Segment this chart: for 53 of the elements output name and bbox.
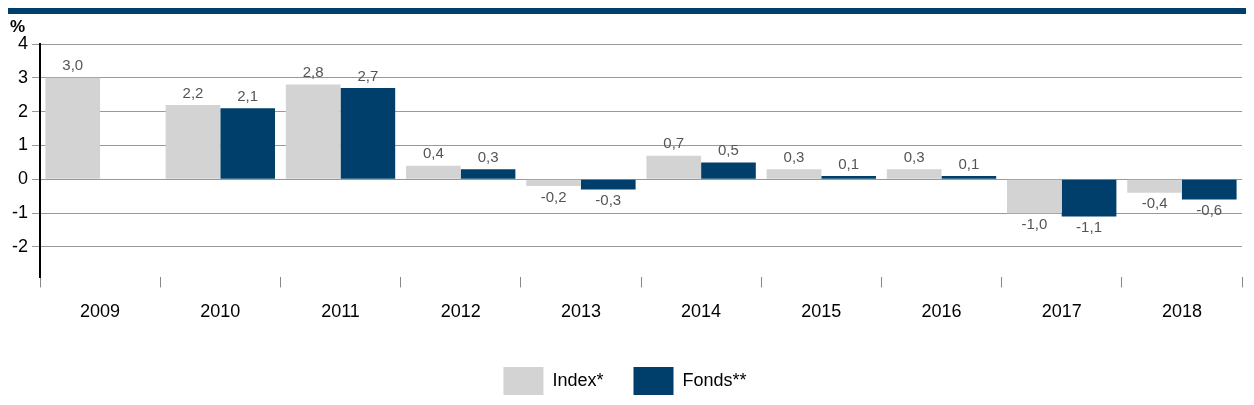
data-label: 0,3 xyxy=(903,147,925,165)
data-label: -0,3 xyxy=(595,191,622,209)
x-tick-label: 2014 xyxy=(681,301,722,322)
bar xyxy=(1127,179,1182,193)
bar xyxy=(646,155,702,179)
y-tick-label: 1 xyxy=(17,134,28,155)
y-tick-label: -1 xyxy=(11,202,28,223)
data-label: 0,3 xyxy=(477,147,499,165)
legend-label: Fonds** xyxy=(682,369,747,390)
x-tick-label: 2016 xyxy=(921,301,962,322)
x-tick-label: 2018 xyxy=(1161,301,1202,322)
bar xyxy=(766,169,822,179)
x-tick-label: 2009 xyxy=(80,301,121,322)
data-label: -0,4 xyxy=(1141,194,1168,212)
bar xyxy=(526,179,581,187)
bar xyxy=(821,175,876,179)
data-label: 0,5 xyxy=(718,141,739,159)
y-tick-label: -2 xyxy=(11,235,28,256)
data-label: 2,8 xyxy=(302,63,324,81)
data-label: 0,1 xyxy=(838,154,860,172)
bar xyxy=(1181,179,1237,200)
data-label: 2,2 xyxy=(182,83,204,101)
y-tick-label: 2 xyxy=(17,100,28,121)
x-tick-label: 2015 xyxy=(801,301,842,322)
data-label: -0,2 xyxy=(540,187,567,205)
data-label: 3,0 xyxy=(62,56,84,74)
bar xyxy=(941,175,997,179)
x-tick-label: 2011 xyxy=(321,301,360,322)
bar xyxy=(165,104,221,179)
data-label: 0,4 xyxy=(422,144,444,162)
data-label: 2,1 xyxy=(237,86,259,104)
bar xyxy=(220,108,275,179)
y-tick-label: 0 xyxy=(17,168,28,189)
x-tick-label: 2017 xyxy=(1041,301,1082,322)
bar xyxy=(340,87,396,179)
bar xyxy=(45,77,101,179)
bar xyxy=(580,179,636,190)
legend-label: Index* xyxy=(552,369,604,390)
x-tick-label: 2012 xyxy=(440,301,481,322)
bar xyxy=(406,165,461,179)
data-label: 0,3 xyxy=(783,147,805,165)
y-tick-label: 3 xyxy=(17,66,28,87)
bar xyxy=(460,169,516,179)
data-label: -1,0 xyxy=(1021,214,1048,232)
bar xyxy=(1061,179,1117,217)
bar xyxy=(701,162,756,179)
bar xyxy=(886,169,942,179)
x-tick-label: 2013 xyxy=(560,301,601,322)
bar xyxy=(1007,179,1062,214)
x-tick-label: 2010 xyxy=(200,301,241,322)
data-label: -1,1 xyxy=(1076,218,1102,236)
bar xyxy=(285,84,341,179)
data-label: 0,1 xyxy=(958,154,980,172)
